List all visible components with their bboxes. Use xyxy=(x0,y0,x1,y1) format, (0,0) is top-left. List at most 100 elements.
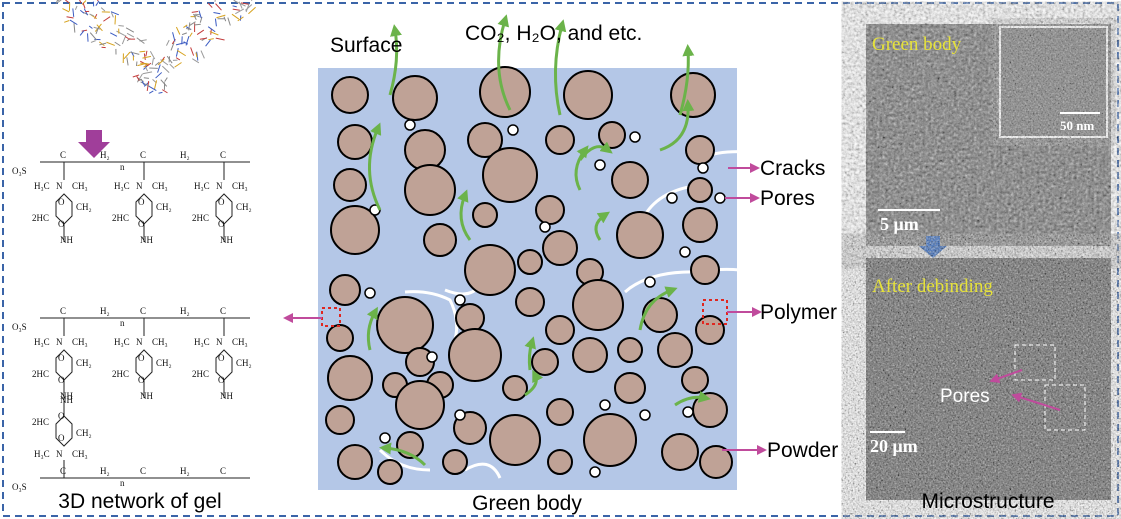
bond xyxy=(155,72,163,79)
bond xyxy=(125,27,135,33)
structure-label: N xyxy=(216,337,223,347)
pore xyxy=(697,162,709,174)
bond xyxy=(158,91,163,94)
powder-particle xyxy=(326,324,354,352)
bond xyxy=(79,30,85,36)
bond xyxy=(200,50,205,59)
powder-particle xyxy=(598,121,626,149)
sem-texture xyxy=(866,258,1111,500)
bond xyxy=(189,32,193,37)
bond xyxy=(240,2,249,5)
bond xyxy=(145,66,149,72)
powder-particle xyxy=(657,332,693,368)
powder-label: Powder xyxy=(767,439,838,462)
pore xyxy=(682,406,694,418)
pores-annotation: Pores xyxy=(940,386,990,407)
bond xyxy=(192,58,200,64)
structure-label: O xyxy=(218,197,225,207)
structure-label: n xyxy=(120,318,125,328)
bond xyxy=(69,19,78,26)
bond xyxy=(245,3,250,13)
pore xyxy=(454,294,466,306)
structure-label: 2HC xyxy=(112,369,129,379)
pore xyxy=(629,131,641,143)
ring xyxy=(55,349,73,381)
powder-particle xyxy=(583,413,637,467)
bond xyxy=(148,85,157,91)
structure-label: CH₂ xyxy=(236,202,252,212)
bond xyxy=(136,37,145,44)
powder-particle xyxy=(377,459,403,485)
structure-label: H₃C xyxy=(114,337,130,347)
structure-label: NH xyxy=(140,235,153,245)
powder-particle xyxy=(517,249,543,275)
bond xyxy=(151,58,154,66)
bond xyxy=(55,0,59,5)
structure-label: CH₂ xyxy=(76,202,92,212)
structure-label: CH₃ xyxy=(72,337,88,347)
bond xyxy=(183,41,189,45)
pore xyxy=(679,246,691,258)
pore xyxy=(639,409,651,421)
bond xyxy=(160,79,168,87)
structure-label: C xyxy=(220,466,226,476)
bond xyxy=(143,53,146,60)
powder-particle xyxy=(685,135,715,165)
structure-label: O xyxy=(138,219,145,229)
powder-particle xyxy=(423,223,457,257)
powder-particle xyxy=(681,366,709,394)
powder-particle xyxy=(479,66,531,118)
bond xyxy=(227,17,231,26)
powder-particle xyxy=(329,274,361,306)
powder-particle xyxy=(395,380,445,430)
bond xyxy=(136,75,140,81)
powder-particle xyxy=(563,70,613,120)
powder-particle xyxy=(325,405,355,435)
structure-label: NH xyxy=(60,235,73,245)
bond xyxy=(231,13,240,20)
structure-label: C xyxy=(220,306,226,316)
bond xyxy=(188,22,191,31)
bond xyxy=(140,81,150,87)
bond xyxy=(139,50,146,53)
ring xyxy=(215,349,233,381)
structure-label: NH xyxy=(220,391,233,401)
structure-label: CH₂ xyxy=(156,202,172,212)
bond xyxy=(79,0,82,4)
bond xyxy=(216,14,226,19)
bond xyxy=(193,23,201,26)
bond xyxy=(181,32,187,36)
bond xyxy=(142,71,153,75)
cracks-label: Cracks xyxy=(760,157,825,180)
bond xyxy=(237,16,244,22)
bond xyxy=(199,16,203,23)
bond xyxy=(196,29,205,35)
pore-box xyxy=(1014,344,1056,381)
ring xyxy=(135,349,153,381)
bond xyxy=(132,74,140,78)
structure-label: C xyxy=(140,306,146,316)
powder-particle xyxy=(515,287,545,317)
powder-particle xyxy=(611,161,649,199)
structure-bonds xyxy=(40,161,250,479)
pore-box xyxy=(1044,384,1086,431)
pore xyxy=(589,466,601,478)
powder-particle xyxy=(687,177,713,203)
bond xyxy=(143,77,149,79)
bond xyxy=(160,59,169,66)
bond xyxy=(175,57,181,61)
pore xyxy=(539,221,551,233)
bond xyxy=(110,11,119,16)
bond xyxy=(126,57,129,66)
polymer-label: Polymer xyxy=(760,301,837,324)
structure-label: H₂ xyxy=(100,150,110,160)
bond xyxy=(235,8,245,15)
bond xyxy=(87,33,89,42)
powder-particle xyxy=(337,124,373,160)
bond xyxy=(73,23,76,33)
bond xyxy=(169,63,175,69)
pore xyxy=(666,192,678,204)
bond xyxy=(96,24,103,32)
